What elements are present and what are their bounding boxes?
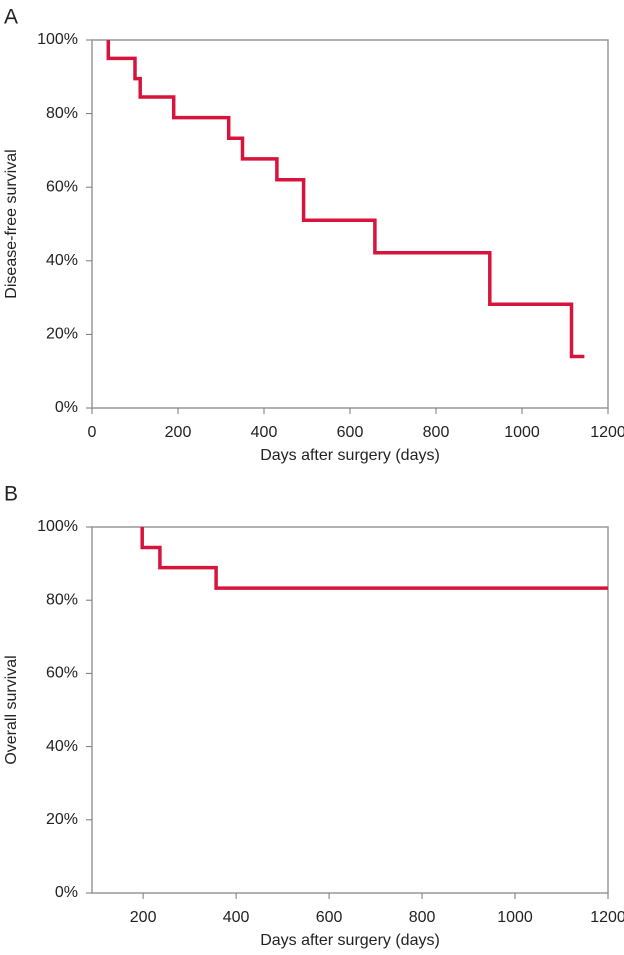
panel-label: B (4, 483, 18, 506)
x-tick-label: 200 (130, 909, 157, 926)
x-tick-label: 1200 (590, 424, 624, 441)
x-tick-label: 800 (423, 424, 450, 441)
y-axis-label: Overall survival (3, 655, 20, 764)
survival-curve (140, 527, 608, 590)
y-tick-label: 0% (55, 399, 78, 416)
x-tick-label: 0 (88, 424, 97, 441)
plot-frame (91, 39, 609, 409)
x-tick-label: 600 (337, 424, 364, 441)
x-tick-label: 400 (251, 424, 278, 441)
x-tick-label: 400 (223, 909, 250, 926)
y-tick-label: 20% (46, 811, 78, 828)
x-tick-label: 1000 (497, 909, 533, 926)
y-tick-label: 0% (55, 884, 78, 901)
x-tick-label: 800 (409, 909, 436, 926)
y-tick-label: 40% (46, 252, 78, 269)
x-tick-label: 600 (316, 909, 343, 926)
y-tick-label: 80% (46, 591, 78, 608)
y-tick-label: 60% (46, 178, 78, 195)
y-tick-label: 40% (46, 738, 78, 755)
y-tick-label: 80% (46, 105, 78, 122)
y-tick-label: 20% (46, 326, 78, 343)
y-tick-label: 100% (37, 518, 78, 535)
x-axis-label: Days after surgery (days) (260, 932, 440, 949)
y-tick-label: 100% (37, 31, 78, 48)
x-axis-label: Days after surgery (days) (260, 447, 440, 464)
y-axis-label: Disease-free survival (3, 149, 20, 298)
x-tick-label: 1000 (504, 424, 540, 441)
x-tick-label: 200 (165, 424, 192, 441)
y-tick-label: 60% (46, 665, 78, 682)
plot-frame (91, 526, 609, 894)
panel-label: A (4, 6, 18, 29)
x-tick-label: 1200 (590, 909, 624, 926)
survival-curve (106, 40, 585, 359)
